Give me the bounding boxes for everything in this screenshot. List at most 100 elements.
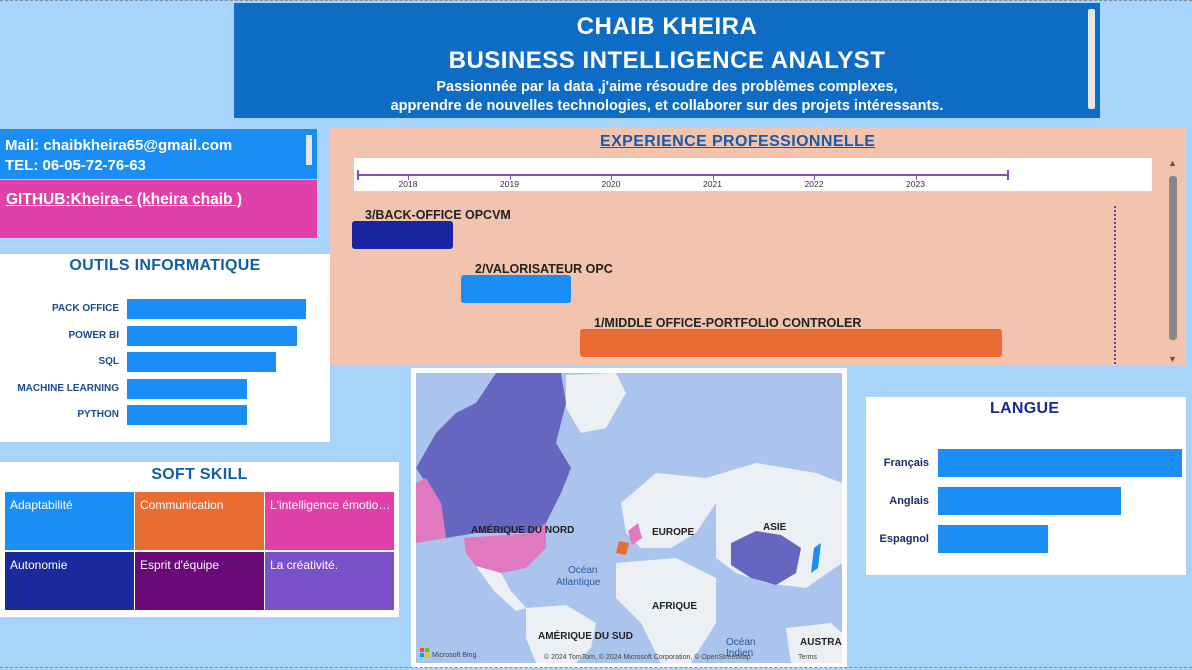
langue-title: LANGUE xyxy=(990,400,1060,417)
label-ocean-atlantic-2: Atlantique xyxy=(556,577,601,588)
spain-shape xyxy=(616,541,629,555)
experience-bar[interactable] xyxy=(461,275,571,303)
axis-year-label: 2021 xyxy=(703,179,722,189)
langue-row: Français xyxy=(866,449,929,469)
langue-level-bar[interactable] xyxy=(938,525,1048,553)
header-scrollbar[interactable] xyxy=(1088,9,1095,109)
profile-role: BUSINESS INTELLIGENCE ANALYST xyxy=(448,47,886,74)
scroll-up-icon[interactable]: ▲ xyxy=(1168,158,1177,168)
mexico-shape xyxy=(476,566,526,611)
timeline-axis: 2018 2019 2020 2021 2022 2023 xyxy=(354,158,1152,191)
soft-skill-title: SOFT SKILL xyxy=(151,466,248,483)
outils-skill-label: MACHINE LEARNING xyxy=(17,382,119,394)
experience-bar[interactable] xyxy=(580,329,1002,357)
china-shape xyxy=(731,531,801,585)
tagline-line-1: Passionnée par la data ,j'aime résoudre … xyxy=(436,79,898,95)
usa-shape xyxy=(464,523,546,573)
today-marker-line xyxy=(1114,206,1116,364)
axis-year-tick xyxy=(408,176,409,180)
experience-label: 1/MIDDLE OFFICE-PORTFOLIO CONTROLER xyxy=(594,316,862,330)
axis-year-tick xyxy=(712,176,714,180)
outils-row: MACHINE LEARNING xyxy=(0,379,119,399)
outils-skill-bar[interactable] xyxy=(127,405,247,425)
outils-skill-label: PYTHON xyxy=(77,409,119,420)
axis-year-label: 2019 xyxy=(500,179,519,189)
bing-logo-icon xyxy=(420,648,424,652)
langue-row: Anglais xyxy=(866,487,929,507)
label-ocean-atlantic-1: Océan xyxy=(568,565,597,576)
experience-bar[interactable] xyxy=(352,221,453,249)
experience-label: 3/BACK-OFFICE OPCVM xyxy=(365,208,511,222)
outils-informatique-panel: OUTILS INFORMATIQUE PACK OFFICE POWER BI S… xyxy=(0,254,330,442)
label-ocean-indian-1: Océan xyxy=(726,637,755,648)
japan-shape xyxy=(811,543,821,573)
map-terms-link[interactable]: Terms xyxy=(798,654,818,661)
outils-row: PACK OFFICE xyxy=(0,299,119,319)
soft-skill-tile[interactable]: Adaptabilité xyxy=(5,492,134,550)
axis-year-label: 2022 xyxy=(804,179,824,189)
label-asia: ASIE xyxy=(763,522,787,533)
label-ocean-indian-2: Indien xyxy=(726,648,753,659)
contact-tel: TEL: 06-05-72-76-63 xyxy=(5,157,146,174)
outils-skill-label: PACK OFFICE xyxy=(51,303,119,314)
soft-skill-tile[interactable]: La créativité. xyxy=(265,552,394,610)
africa-shape xyxy=(616,558,716,663)
header-banner: CHAIB KHEIRA BUSINESS INTELLIGENCE ANALY… xyxy=(234,3,1100,118)
axis-year-tick xyxy=(814,176,815,180)
outils-skill-bar[interactable] xyxy=(127,352,276,372)
outils-skill-label: SQL xyxy=(98,356,119,367)
contact-scrollbar[interactable] xyxy=(306,135,312,165)
outils-title: OUTILS INFORMATIQUE xyxy=(69,257,261,274)
contact-mail: Mail: chaibkheira65@gmail.com xyxy=(5,137,233,154)
bottom-divider xyxy=(0,667,1192,668)
world-map[interactable]: AMÉRIQUE DU NORD EUROPE ASIE Océan Atlan… xyxy=(411,368,847,668)
langue-label: Anglais xyxy=(889,495,929,507)
label-australia: AUSTRA xyxy=(800,637,842,648)
outils-skill-bar[interactable] xyxy=(127,378,247,399)
langue-row: Espagnol xyxy=(866,525,929,545)
soft-skill-panel: SOFT SKILL Adaptabilité Communication L'in… xyxy=(0,462,399,617)
bing-logo-icon-4 xyxy=(425,653,429,657)
map-copyright: © 2024 TomTom, © 2024 Microsoft Corporat… xyxy=(544,653,751,661)
experience-title: EXPERIENCE PROFESSIONNELLE xyxy=(600,133,876,150)
map-provider-logo: Microsoft Bing xyxy=(432,652,476,659)
axis-end-tick xyxy=(1007,170,1009,180)
bing-logo-icon-3 xyxy=(420,653,424,657)
axis-year-label: 2023 xyxy=(906,179,925,189)
scroll-down-icon[interactable]: ▼ xyxy=(1168,354,1177,364)
label-south-america: AMÉRIQUE DU SUD xyxy=(538,629,633,642)
axis-year-tick xyxy=(611,176,612,180)
outils-row: POWER BI xyxy=(0,326,119,346)
outils-skill-bar[interactable] xyxy=(127,299,306,319)
outils-skill-bar[interactable] xyxy=(127,325,297,346)
outils-row: PYTHON xyxy=(0,405,119,425)
axis-year-label: 2018 xyxy=(398,179,418,189)
soft-skill-tile[interactable]: Esprit d'équipe xyxy=(135,552,264,610)
langue-label: Français xyxy=(883,457,929,469)
experience-scrollbar[interactable]: ▲ ▼ xyxy=(1166,158,1180,364)
south-america-shape xyxy=(526,605,596,663)
experience-panel: EXPERIENCE PROFESSIONNELLE 2018 2019 2020 2… xyxy=(330,128,1186,366)
bing-logo-icon-2 xyxy=(425,648,429,652)
alaska-shape xyxy=(416,478,446,543)
tagline-line-2: apprendre de nouvelles technologies, et … xyxy=(390,98,944,114)
label-europe: EUROPE xyxy=(652,527,695,538)
langue-label: Espagnol xyxy=(879,533,929,545)
soft-skill-tile[interactable]: Autonomie xyxy=(5,552,134,610)
profile-name: CHAIB KHEIRA xyxy=(576,13,758,40)
github-link[interactable]: GITHUB:Kheira-c (kheira chaib ) xyxy=(0,180,317,238)
axis-start-tick xyxy=(357,170,359,180)
label-north-america: AMÉRIQUE DU NORD xyxy=(471,523,574,536)
greenland-shape xyxy=(566,373,626,433)
scroll-thumb[interactable] xyxy=(1169,176,1177,340)
axis-year-tick xyxy=(915,176,917,180)
axis-line xyxy=(358,174,1008,176)
langue-level-bar[interactable] xyxy=(938,449,1182,477)
langue-level-bar[interactable] xyxy=(938,487,1121,515)
australia-shape xyxy=(786,623,842,663)
langue-panel: LANGUE Français Anglais Espagnol xyxy=(866,397,1186,575)
soft-skill-tile[interactable]: L'intelligence émotionnelle xyxy=(265,492,394,550)
map-canvas[interactable]: AMÉRIQUE DU NORD EUROPE ASIE Océan Atlan… xyxy=(416,373,842,663)
soft-skill-tile[interactable]: Communication xyxy=(135,492,264,550)
outils-row: SQL xyxy=(0,352,119,372)
